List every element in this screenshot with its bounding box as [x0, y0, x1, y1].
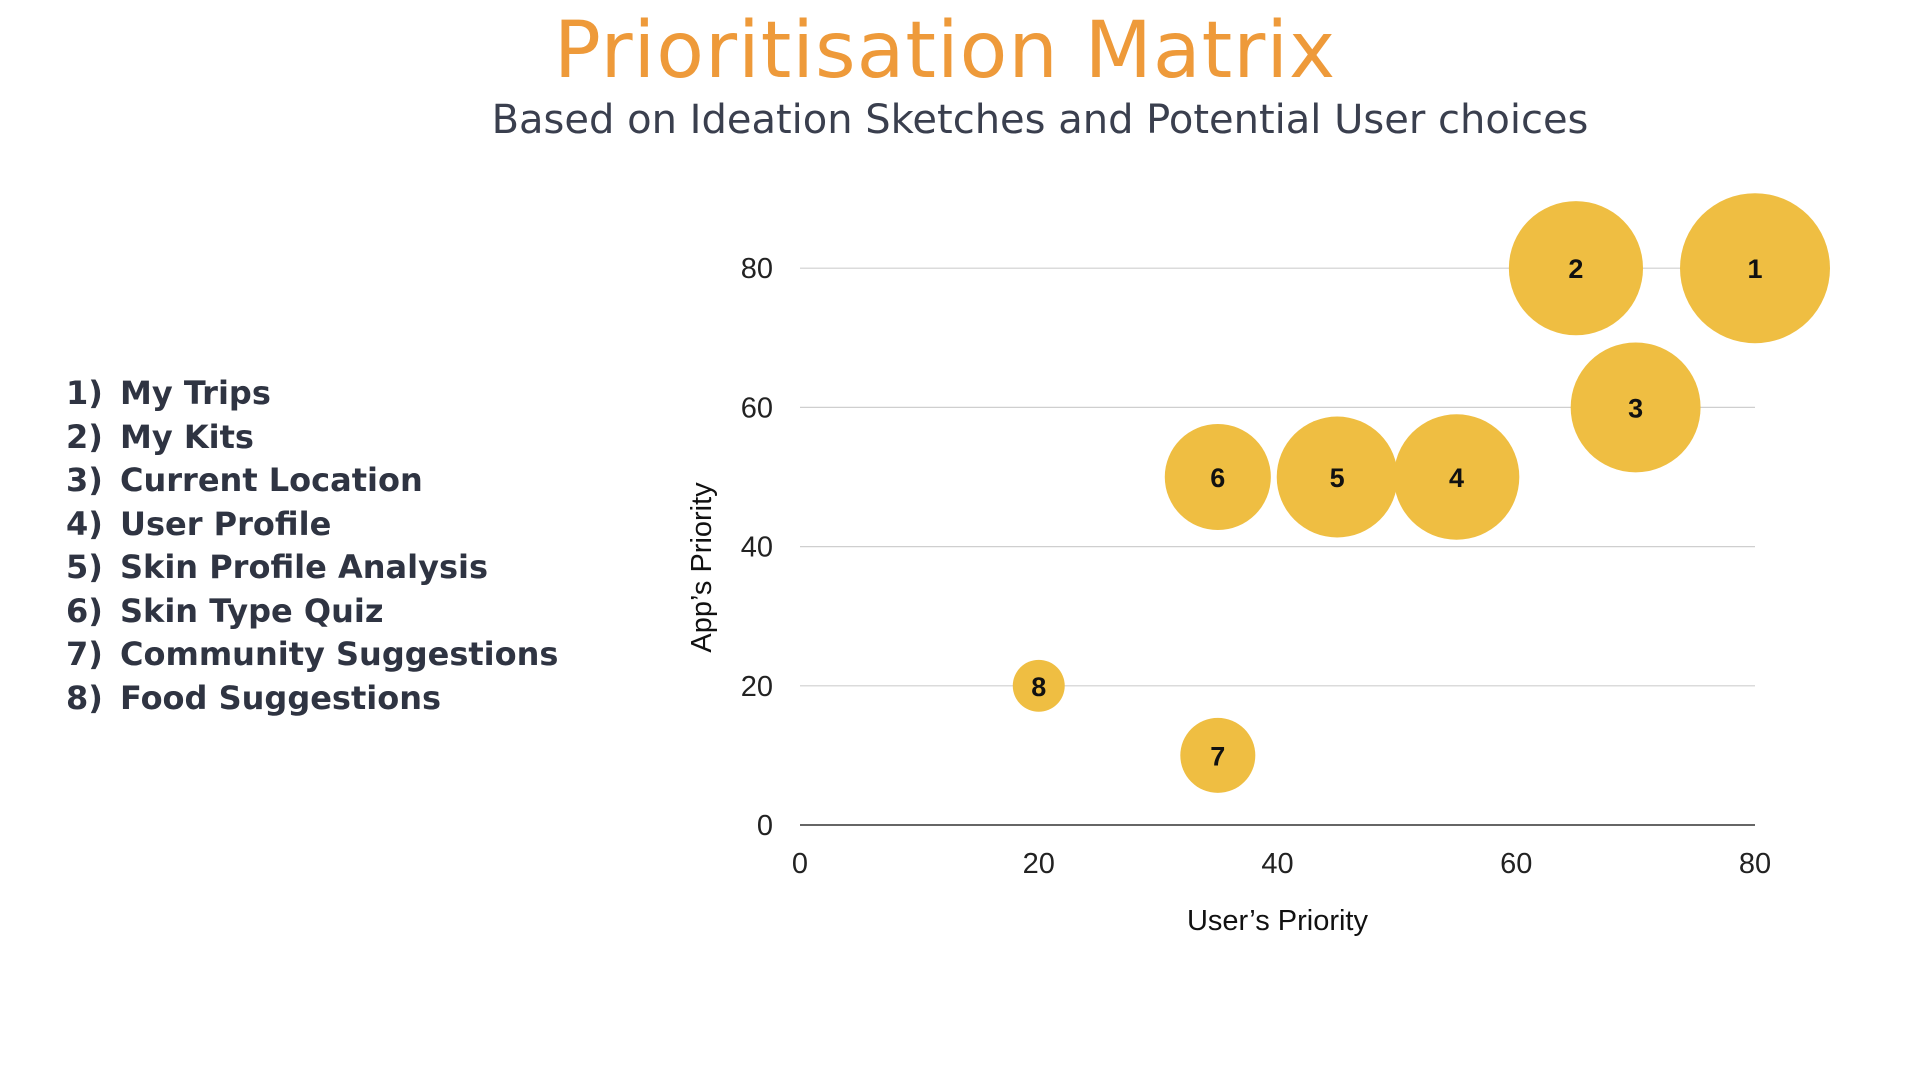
- feature-label: My Kits: [120, 417, 254, 456]
- feature-number: 8): [66, 678, 103, 717]
- bubble-4: [1393, 414, 1520, 540]
- feature-item: 1) My Trips: [66, 372, 558, 416]
- bubble-6: [1164, 423, 1271, 531]
- bubble-label: 4: [1449, 463, 1464, 493]
- feature-label: Current Location: [120, 461, 423, 499]
- feature-item: 6) Skin Type Quiz: [66, 590, 558, 634]
- x-tick-label: 80: [1739, 848, 1771, 880]
- bubble-8: [1012, 659, 1065, 712]
- feature-label: User Profile: [120, 504, 332, 543]
- feature-item: 8) Food Suggestions: [66, 677, 558, 721]
- bubble-label: 1: [1747, 254, 1762, 284]
- bubble-label: 3: [1628, 393, 1643, 423]
- bubble-7: [1180, 717, 1256, 793]
- y-tick-label: 40: [741, 532, 773, 564]
- bubble-label: 8: [1031, 672, 1046, 702]
- page-title: Prioritisation Matrix: [553, 6, 1337, 96]
- y-tick-label: 80: [741, 253, 773, 285]
- feature-label: My Trips: [120, 374, 271, 412]
- bubble-label: 2: [1568, 254, 1583, 284]
- feature-number: 7): [66, 635, 103, 673]
- x-tick-label: 60: [1500, 848, 1532, 880]
- feature-label: Community Suggestions: [120, 635, 559, 673]
- feature-item: 7) Community Suggestions: [66, 633, 558, 677]
- feature-list: 1) My Trips 2) My Kits 3) Current Location 4) U…: [66, 372, 558, 720]
- bubble-1: [1680, 193, 1830, 344]
- x-tick-label: 20: [1023, 848, 1055, 880]
- feature-item: 4) User Profile: [66, 503, 558, 547]
- feature-item: 2) My Kits: [66, 416, 558, 460]
- feature-item: 3) Current Location: [66, 459, 558, 503]
- feature-label: Skin Type Quiz: [120, 591, 384, 630]
- feature-number: 3): [66, 461, 103, 499]
- y-tick-label: 0: [757, 810, 773, 842]
- bubble-5: [1276, 416, 1398, 538]
- y-axis-title: App’s Priority: [686, 482, 718, 653]
- bubble-3: [1570, 342, 1701, 473]
- feature-label: Skin Profile Analysis: [120, 548, 488, 586]
- x-tick-label: 40: [1261, 848, 1293, 880]
- bubble-label: 6: [1210, 463, 1225, 493]
- feature-number: 2): [66, 417, 103, 456]
- feature-number: 5): [66, 548, 103, 586]
- feature-number: 6): [66, 591, 103, 630]
- bubble-label: 7: [1210, 741, 1225, 771]
- bubble-2: [1508, 201, 1644, 336]
- x-tick-label: 0: [792, 848, 808, 880]
- feature-number: 4): [66, 504, 103, 543]
- feature-item: 5) Skin Profile Analysis: [66, 546, 558, 590]
- x-axis-title: User’s Priority: [1187, 905, 1369, 937]
- page-subtitle: Based on Ideation Sketches and Potential…: [491, 97, 1589, 143]
- bubble-label: 5: [1330, 463, 1345, 493]
- y-tick-label: 20: [741, 671, 773, 703]
- feature-number: 1): [66, 374, 103, 412]
- feature-label: Food Suggestions: [120, 678, 442, 717]
- y-tick-label: 60: [741, 392, 773, 424]
